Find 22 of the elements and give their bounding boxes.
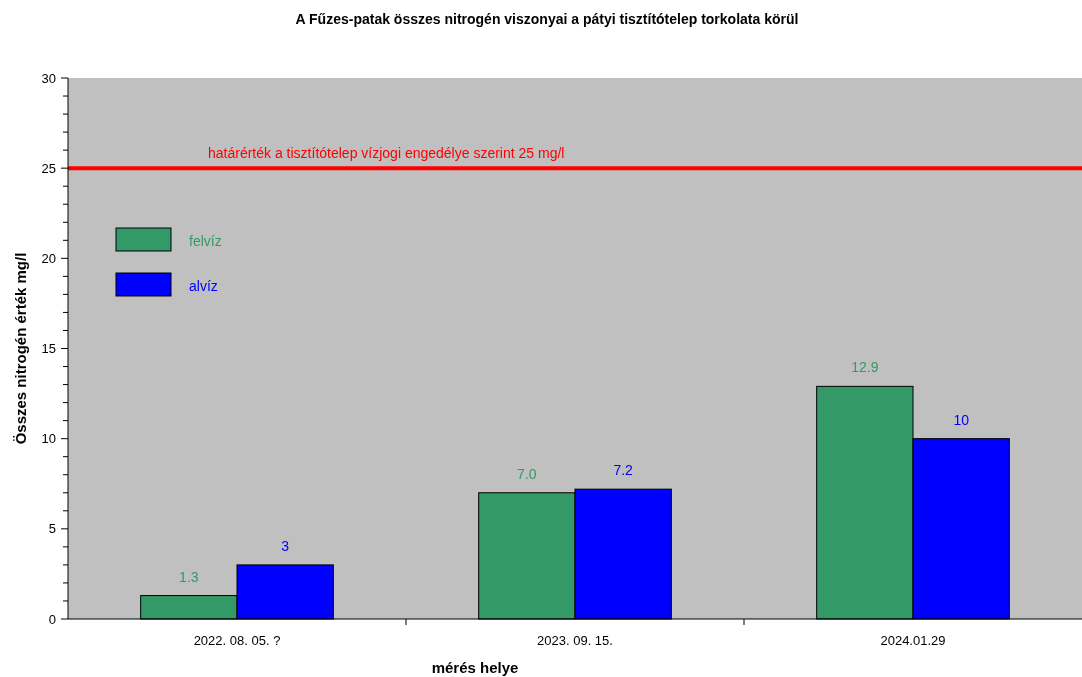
data-label: 7.0 bbox=[517, 465, 537, 482]
y-tick-label: 5 bbox=[48, 521, 56, 537]
y-axis-title: Összes nitrogén érték mg/l bbox=[12, 252, 29, 445]
y-tick-label: 10 bbox=[41, 431, 56, 447]
legend-label: alvíz bbox=[189, 278, 218, 294]
y-tick-label: 25 bbox=[41, 160, 56, 176]
data-label: 7.2 bbox=[613, 462, 634, 479]
x-tick-label: 2023. 09. 15. bbox=[537, 633, 613, 648]
data-label: 1.3 bbox=[179, 568, 199, 585]
y-tick-label: 0 bbox=[48, 611, 56, 627]
x-tick-label: 2022. 08. 05. ? bbox=[193, 633, 281, 648]
chart-title: A Fűzes-patak összes nitrogén viszonyai a pátyi tisztítótelep torkolata körül bbox=[295, 11, 799, 27]
data-label: 12.9 bbox=[851, 359, 879, 376]
y-tick-label: 30 bbox=[41, 70, 56, 86]
data-label: 10 bbox=[953, 411, 970, 428]
ref-line-label: határérték a tisztítótelep vízjogi engedélye szerint 25 mg/l bbox=[208, 145, 565, 162]
x-tick-label: 2024.01.29 bbox=[880, 633, 946, 648]
x-axis-title: mérés helye bbox=[431, 659, 519, 676]
legend-label: felvíz bbox=[189, 233, 222, 249]
data-label: 3 bbox=[281, 537, 290, 554]
y-tick-label: 20 bbox=[41, 250, 56, 266]
y-tick-label: 15 bbox=[41, 341, 56, 357]
